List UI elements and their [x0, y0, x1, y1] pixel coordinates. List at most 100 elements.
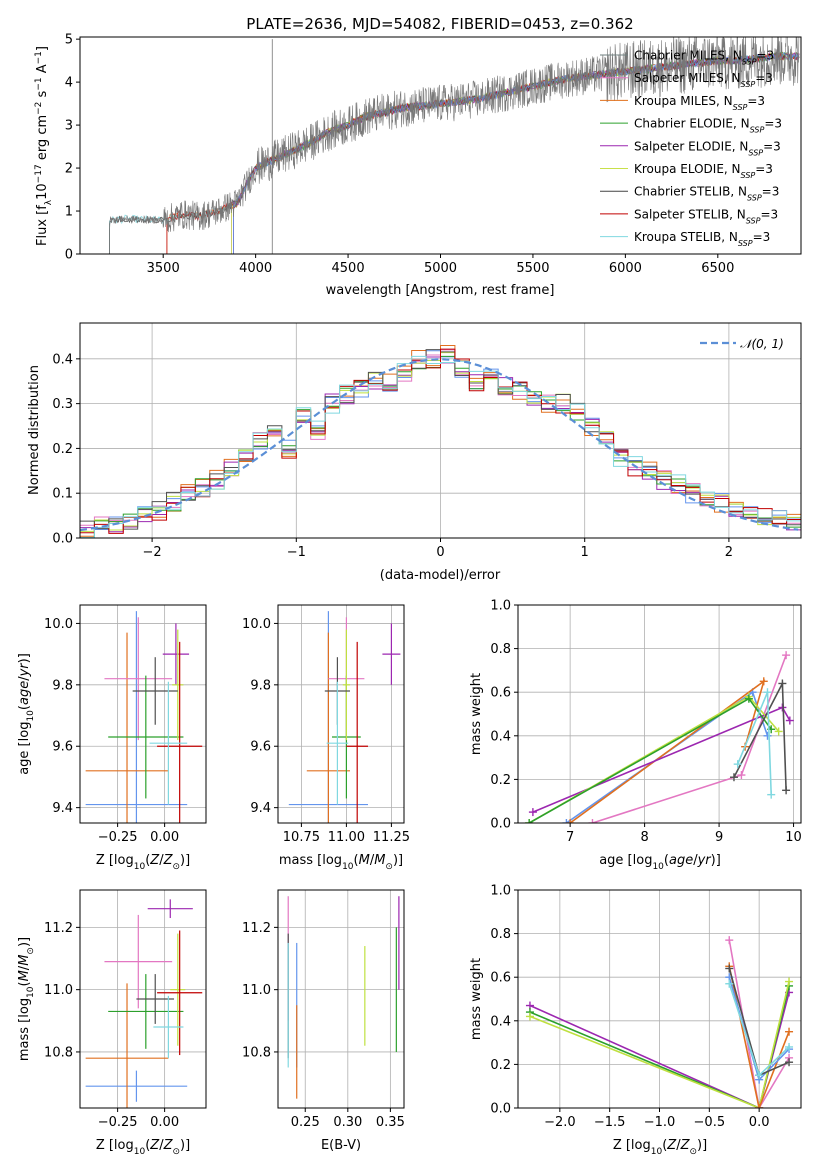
x-tick-label: 0.35 [376, 1115, 405, 1130]
x-tick-label: −0.5 [694, 1115, 726, 1130]
y-tick-label: 4 [65, 76, 73, 91]
axes-residuals: −2 −1 0 1 2 0.0 0.1 0.2 0.3 0.4 𝒩(0, 1) (data-model… [27, 322, 802, 583]
y-tick-label: 0.6 [490, 971, 511, 986]
legend: Chabrier MILES, NSSP=3 Salpeter MILES, NS… [600, 49, 782, 248]
y-axis-label: age [log10(age/yr)] [17, 653, 36, 775]
y-tick-label: 10.0 [242, 617, 271, 632]
x-tick-label: 5000 [424, 261, 457, 276]
legend-entry: Kroupa MILES, NSSP=3 [634, 94, 765, 112]
x-axis-label: (data-model)/error [380, 568, 501, 583]
x-tick-label: 1 [581, 545, 589, 560]
x-tick-label: −2 [143, 545, 162, 560]
x-tick-label: 10 [785, 830, 802, 845]
x-axis-label: E(B-V) [321, 1138, 361, 1153]
x-tick-label: 4000 [239, 261, 272, 276]
axes-weight-age: 7 8 9 10 0.0 0.2 0.4 0.6 0.8 1.0 age [log10(age/yr… [469, 599, 802, 873]
mass-weight-line [728, 939, 790, 1108]
x-axis-label: age [log10(age/yr)] [599, 853, 721, 872]
x-tick-label: 0.25 [291, 1115, 320, 1130]
x-tick-label: 4500 [332, 261, 365, 276]
y-tick-label: 1.0 [490, 884, 511, 899]
y-tick-label: 0.3 [52, 397, 73, 412]
x-axis-label: wavelength [Angstrom, rest frame] [326, 283, 555, 298]
x-axis-label: Z [log10(Z/Z⊙)] [96, 1138, 190, 1157]
y-tick-label: 0.6 [490, 686, 511, 701]
y-tick-label: 0.0 [52, 532, 73, 547]
y-tick-label: 11.0 [242, 983, 271, 998]
plot-area-weight-age [525, 651, 794, 823]
y-tick-label: 11.2 [44, 921, 73, 936]
legend-entry: Chabrier MILES, NSSP=3 [634, 49, 774, 67]
plot-area-weight-Z [525, 936, 794, 1108]
x-axis-label: mass [log10(M/M⊙)] [279, 853, 403, 872]
mass-weight-line [529, 981, 790, 1108]
plot-area-mass-Z [85, 899, 203, 1108]
y-tick-label: 9.4 [52, 801, 73, 816]
x-tick-label: 6000 [609, 261, 642, 276]
x-tick-label: 5500 [516, 261, 549, 276]
y-tick-label: 5 [65, 33, 73, 48]
legend-entry: Chabrier STELIB, NSSP=3 [634, 185, 779, 203]
legend-entry: 𝒩(0, 1) [740, 337, 784, 351]
plot-area-residuals [80, 344, 801, 538]
y-tick-label: 0.4 [490, 1014, 511, 1029]
y-tick-label: 3 [65, 119, 73, 134]
y-tick-label: 9.4 [250, 801, 271, 816]
x-tick-label: 0 [436, 545, 444, 560]
y-tick-label: 0.4 [490, 729, 511, 744]
x-tick-label: −1 [287, 545, 306, 560]
y-tick-label: 1.0 [490, 599, 511, 614]
x-tick-label: 2 [725, 545, 733, 560]
x-tick-label: 0.00 [150, 1115, 179, 1130]
x-tick-label: −2.0 [544, 1115, 576, 1130]
y-tick-label: 0.0 [490, 1102, 511, 1117]
axes-frame [277, 604, 405, 824]
x-tick-label: 0.0 [749, 1115, 770, 1130]
x-tick-label: 7 [566, 830, 574, 845]
x-tick-label: 9 [715, 830, 723, 845]
y-tick-label: 9.6 [250, 740, 271, 755]
x-tick-label: 10.75 [283, 830, 320, 845]
x-tick-label: 11.25 [373, 830, 410, 845]
axes-frame [79, 889, 207, 1109]
y-tick-label: 0.4 [52, 352, 73, 367]
y-tick-label: 0.0 [490, 817, 511, 832]
x-tick-label: 0.30 [333, 1115, 362, 1130]
y-axis-label: mass weight [469, 673, 484, 755]
y-tick-label: 0 [65, 248, 73, 263]
x-tick-label: 3500 [147, 261, 180, 276]
y-tick-label: 0.1 [52, 487, 73, 502]
axes-age-Z: −0.25 0.00 9.4 9.6 9.8 10.0 Z [log10(Z/Z⊙)] age… [17, 604, 207, 872]
axes-mass-Z: −0.25 0.00 10.8 11.0 11.2 Z [log10(Z/Z⊙)] mass… [17, 889, 207, 1157]
mass-weight-line [529, 992, 790, 1108]
y-tick-label: 0.8 [490, 927, 511, 942]
plot-area-age-mass [288, 611, 401, 823]
axes-weight-Z: −2.0 −1.5 −1.0 −0.5 0.0 0.0 0.2 0.4 0.6 0.8 1.0 Z [… [469, 884, 802, 1157]
y-axis-label: Normed distribution [27, 365, 42, 495]
plot-area-spectrum [109, 37, 800, 254]
x-tick-label: 6500 [701, 261, 734, 276]
legend-entry: Salpeter ELODIE, NSSP=3 [634, 139, 781, 157]
x-tick-label: −1.0 [644, 1115, 676, 1130]
axes-frame [277, 889, 405, 1109]
plot-area-age-Z [85, 611, 203, 823]
y-tick-label: 0.8 [490, 642, 511, 657]
y-tick-label: 2 [65, 162, 73, 177]
x-tick-label: −1.5 [594, 1115, 626, 1130]
y-axis-label: Flux [fλ10−17 erg cm−2 s−1 A−1] [34, 46, 54, 246]
x-axis-label: Z [log10(Z/Z⊙)] [96, 853, 190, 872]
y-tick-label: 0.2 [52, 442, 73, 457]
plot-area-mass-ebv [287, 896, 400, 1099]
y-tick-label: 9.6 [52, 740, 73, 755]
y-axis-label: mass weight [469, 958, 484, 1040]
y-tick-label: 0.2 [490, 773, 511, 788]
legend-entry: Kroupa STELIB, NSSP=3 [634, 230, 770, 248]
normal-distribution-curve [80, 358, 799, 532]
y-tick-label: 10.8 [242, 1045, 271, 1060]
y-tick-label: 9.8 [250, 678, 271, 693]
x-tick-label: −0.25 [98, 830, 138, 845]
x-tick-label: 0.00 [150, 830, 179, 845]
axes-spectrum: 3500 4000 4500 5000 5500 6000 6500 0 1 2 3 4 5 Chabri… [34, 33, 802, 298]
legend-entry: Chabrier ELODIE, NSSP=3 [634, 117, 782, 135]
axes-age-mass: 10.75 11.00 11.25 9.4 9.6 9.8 10.0 mass [log10(… [242, 604, 410, 872]
